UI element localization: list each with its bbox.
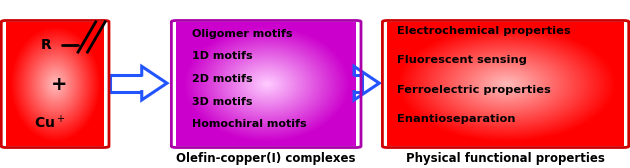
Text: Ferroelectric properties: Ferroelectric properties [397, 85, 551, 95]
Text: Electrochemical properties: Electrochemical properties [397, 26, 571, 36]
Text: Enantioseparation: Enantioseparation [397, 114, 515, 124]
Text: Homochiral motifs: Homochiral motifs [192, 119, 307, 129]
Text: R: R [40, 38, 51, 52]
Text: Oligomer motifs: Oligomer motifs [192, 29, 293, 39]
Text: 3D motifs: 3D motifs [192, 97, 253, 107]
Text: Fluorescent sensing: Fluorescent sensing [397, 55, 527, 66]
Text: Cu$^+$: Cu$^+$ [34, 114, 66, 131]
Text: 2D motifs: 2D motifs [192, 74, 253, 84]
Text: Olefin-copper(I) complexes: Olefin-copper(I) complexes [176, 152, 356, 165]
Text: +: + [51, 74, 67, 94]
Text: 1D motifs: 1D motifs [192, 51, 253, 61]
Text: Physical functional properties: Physical functional properties [406, 152, 605, 165]
